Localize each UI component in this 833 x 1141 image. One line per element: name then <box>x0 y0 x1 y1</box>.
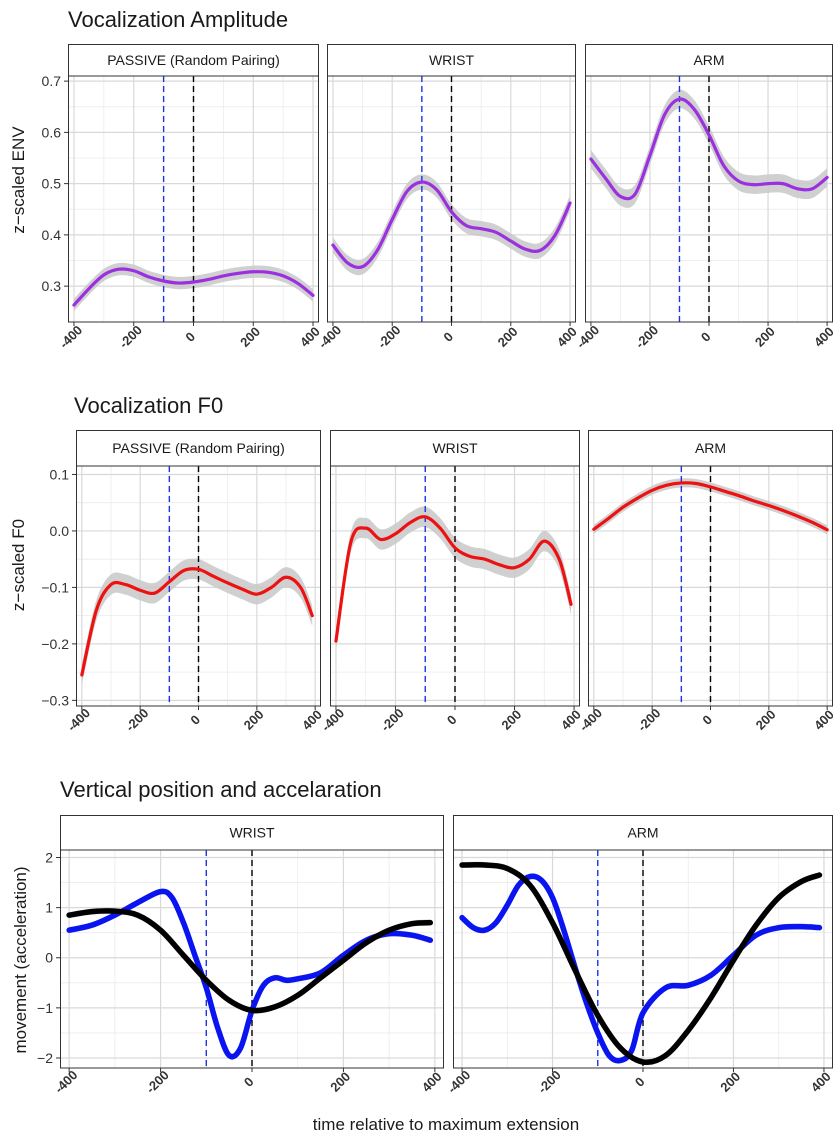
x-tick-label: -200 <box>535 1067 564 1096</box>
series-line-position <box>66 888 434 1060</box>
y-tick-label: 0.6 <box>42 124 62 140</box>
x-tick-label: 400 <box>419 1069 445 1095</box>
x-tick-label: -200 <box>632 322 661 351</box>
panel: PASSIVE (Random Pairing)-400 -200 0 200 400 <box>56 44 323 351</box>
x-tick-label: 0 <box>698 329 714 345</box>
y-axis-label-movement: movement (acceleration) <box>11 866 30 1053</box>
x-tick-label: 0 <box>241 1074 257 1090</box>
x-tick-label: 400 <box>811 707 833 733</box>
confidence-ribbon <box>593 478 828 535</box>
panel-strip <box>76 430 321 467</box>
x-tick-label: -400 <box>51 1067 80 1096</box>
panel-strip-label: PASSIVE (Random Pairing) <box>112 440 284 456</box>
panel-strip-label: WRIST <box>229 825 275 841</box>
panel-strip-label: ARM <box>693 52 724 68</box>
x-tick-label: -200 <box>122 705 151 734</box>
series-line-f0 <box>592 481 829 532</box>
x-tick-label: -400 <box>576 705 605 734</box>
panel: WRIST-400 -200 0 200 400 <box>318 430 584 734</box>
series-line-f0 <box>80 567 314 677</box>
panel: WRIST -400 -200 0 200 400 <box>51 815 445 1096</box>
x-tick-label: -400 <box>573 322 602 351</box>
x-tick-label: -400 <box>444 1067 473 1096</box>
x-tick-label: -200 <box>143 1067 172 1096</box>
x-axis-label: time relative to maximum extension <box>313 1115 579 1134</box>
series-line-acceleration <box>66 908 434 1014</box>
x-tick-label: 0 <box>632 1074 648 1090</box>
panel: WRIST-400 -200 0 200 400 <box>315 44 580 351</box>
panel-strip <box>327 44 576 77</box>
x-tick-label: 400 <box>808 1069 833 1095</box>
chart-title-amplitude: Vocalization Amplitude <box>68 7 288 32</box>
panel-strip <box>585 44 833 77</box>
x-tick-label: 0 <box>182 329 198 345</box>
x-tick-label: -200 <box>634 705 663 734</box>
x-tick-label: 200 <box>237 324 263 350</box>
panel-strip <box>453 815 833 851</box>
panels-root: 0.3 0.4 0.5 0.6 0.7 PASSIVE (Random Pairing) -… <box>37 44 833 1096</box>
y-tick-label: −2 <box>37 1050 53 1066</box>
x-tick-label: 200 <box>717 1069 743 1095</box>
y-tick-label: −1 <box>37 1000 53 1016</box>
panel-strip-label: PASSIVE (Random Pairing) <box>107 52 279 68</box>
panel-strip <box>588 430 833 467</box>
confidence-ribbon <box>335 506 572 652</box>
series-line-acceleration <box>459 862 823 1066</box>
x-tick-label: 0 <box>187 712 203 728</box>
x-tick-label: 0 <box>440 329 456 345</box>
panel-strip-label: WRIST <box>432 440 478 456</box>
x-tick-label: -400 <box>64 705 93 734</box>
y-tick-label: −0.2 <box>41 636 69 652</box>
x-tick-label: -400 <box>318 705 347 734</box>
y-axis-label-f0: z−scaled F0 <box>9 519 28 611</box>
confidence-ribbon <box>590 89 828 208</box>
y-tick-label: 0.5 <box>42 176 62 192</box>
panel-strip-label: ARM <box>627 825 658 841</box>
x-tick-label: 200 <box>752 324 778 350</box>
x-tick-label: -200 <box>116 322 145 351</box>
panel: ARM -400 -200 0 200 400 <box>573 44 833 351</box>
series-line-amplitude <box>72 267 315 307</box>
series-line-amplitude <box>589 97 829 201</box>
panel-strip-label: WRIST <box>429 52 475 68</box>
series-line-amplitude <box>331 180 572 270</box>
panel-strip <box>68 44 319 77</box>
y-tick-label: −0.1 <box>41 579 69 595</box>
y-tick-label: 0.4 <box>42 227 62 243</box>
panel-strip-label: ARM <box>695 440 726 456</box>
x-tick-label: 0 <box>444 712 460 728</box>
x-tick-label: -400 <box>315 322 344 351</box>
x-tick-label: 200 <box>241 707 267 733</box>
y-tick-label: 0.1 <box>50 466 70 482</box>
x-tick-label: 0 <box>699 712 715 728</box>
chart-title-f0: Vocalization F0 <box>74 393 223 418</box>
series-line-f0 <box>334 515 573 643</box>
y-axis-label-amplitude: z−scaled ENV <box>9 126 28 234</box>
panel: ARM -400 -200 0 200 400 <box>576 430 833 734</box>
x-tick-label: -200 <box>375 322 404 351</box>
chart-title-movement: Vertical position and accelaration <box>60 777 382 802</box>
y-tick-label: 2 <box>45 850 53 866</box>
y-tick-label: 0 <box>45 950 53 966</box>
panel: PASSIVE (Random Pairing)-400 -200 0 200 400 <box>64 430 325 734</box>
y-tick-label: 0.0 <box>50 523 70 539</box>
x-tick-label: 200 <box>498 707 524 733</box>
confidence-ribbon <box>332 174 571 276</box>
y-tick-label: 1 <box>45 900 53 916</box>
y-tick-label: −0.3 <box>41 692 69 708</box>
x-tick-label: 200 <box>753 707 779 733</box>
panel-strip <box>330 430 580 467</box>
panel: ARM -400 -200 0 200 400 <box>444 815 833 1096</box>
x-tick-label: -400 <box>56 322 85 351</box>
x-tick-label: -200 <box>378 705 407 734</box>
y-tick-label: 0.7 <box>42 73 62 89</box>
x-tick-label: 200 <box>327 1069 353 1095</box>
y-tick-label: 0.3 <box>42 278 62 294</box>
x-tick-label: 200 <box>495 324 521 350</box>
x-tick-label: 400 <box>811 324 833 350</box>
